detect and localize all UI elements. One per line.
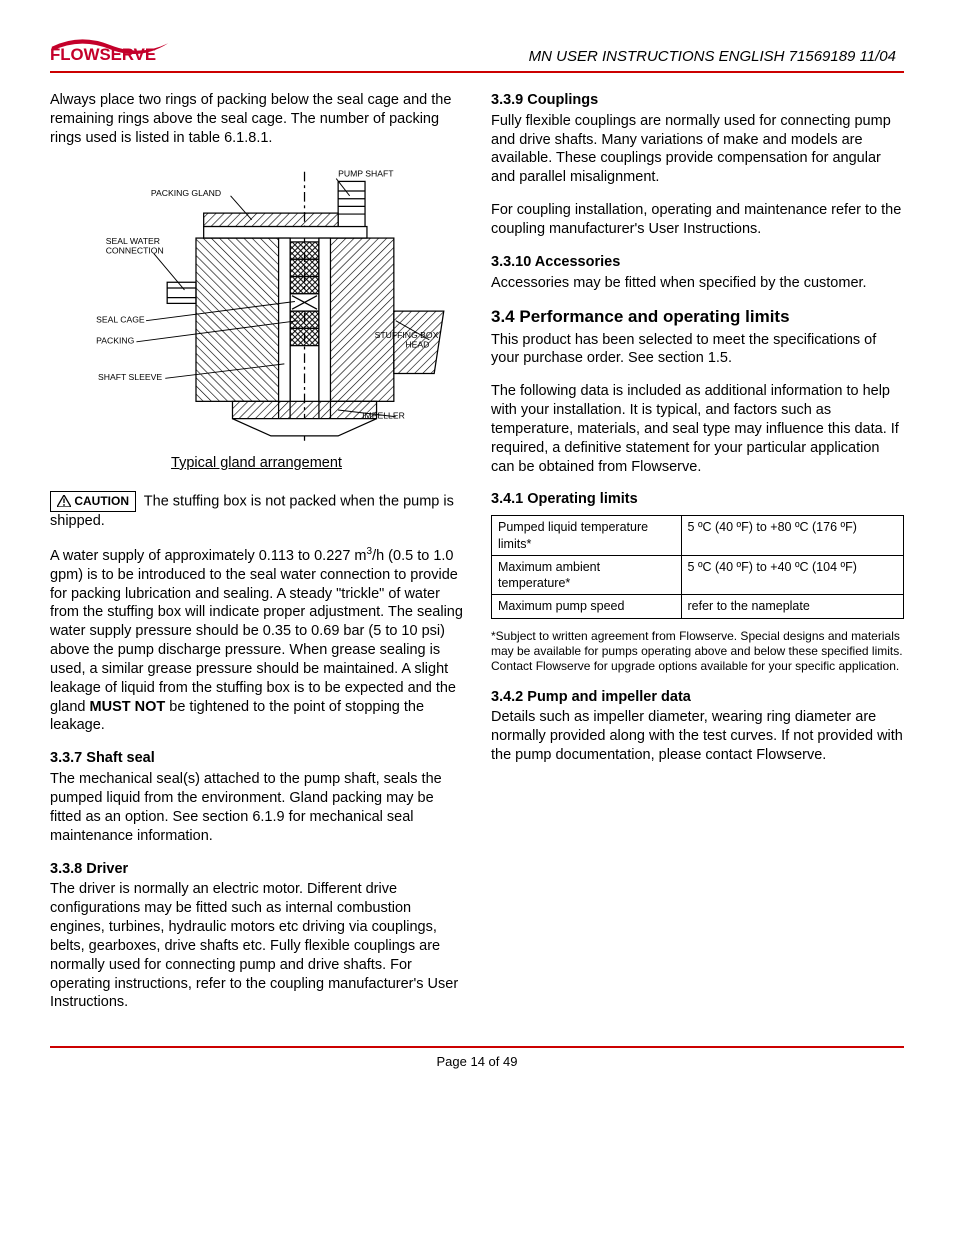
lbl-shaft-sleeve: SHAFT SLEEVE [98,373,162,383]
caution-para: CAUTION The stuffing box is not packed w… [50,491,463,531]
svg-text:SEAL WATERCONNECTION: SEAL WATERCONNECTION [106,236,164,256]
lbl-impeller: IMPELLER [362,411,405,421]
para-3-3-10: Accessories may be fitted when specified… [491,274,904,293]
page-header: FLOWSERVE MN USER INSTRUCTIONS ENGLISH 7… [50,30,904,67]
heading-3-3-9: 3.3.9 Couplings [491,91,904,110]
heading-3-4-2: 3.4.2 Pump and impeller data [491,688,904,707]
para-3-3-9b: For coupling installation, operating and… [491,201,904,239]
lbl-packing: PACKING [96,336,134,346]
lbl-seal-cage: SEAL CAGE [96,315,145,325]
flowserve-logo: FLOWSERVE [50,30,170,72]
water-supply-para: A water supply of approximately 0.113 to… [50,545,463,735]
right-column: 3.3.9 Couplings Fully flexible couplings… [491,91,904,1026]
heading-3-3-7: 3.3.7 Shaft seal [50,749,463,768]
table-footnote: *Subject to written agreement from Flows… [491,629,904,674]
logo-text: FLOWSERVE [50,45,156,64]
heading-3-3-8: 3.3.8 Driver [50,860,463,879]
para-3-4-2: Details such as impeller diameter, weari… [491,708,904,765]
page-footer: Page 14 of 49 [50,1054,904,1071]
heading-3-3-10: 3.3.10 Accessories [491,253,904,272]
para-3-4a: This product has been selected to meet t… [491,331,904,369]
operating-limits-table: Pumped liquid temperature limits* 5 ºC (… [491,515,904,618]
table-row: Pumped liquid temperature limits* 5 ºC (… [492,516,904,556]
diagram-caption: Typical gland arrangement [50,454,463,473]
left-column: Always place two rings of packing below … [50,91,463,1026]
intro-para: Always place two rings of packing below … [50,91,463,148]
lbl-pump-shaft: PUMP SHAFT [338,169,394,179]
para-3-3-8: The driver is normally an electric motor… [50,880,463,1012]
para-3-3-7: The mechanical seal(s) attached to the p… [50,770,463,845]
doc-title: MN USER INSTRUCTIONS ENGLISH 71569189 11… [170,47,904,67]
lbl-packing-gland: PACKING GLAND [151,188,221,198]
table-row: Maximum ambient temperature* 5 ºC (40 ºF… [492,555,904,595]
heading-3-4: 3.4 Performance and operating limits [491,306,904,328]
footer-rule [50,1046,904,1048]
content-columns: Always place two rings of packing below … [50,91,904,1026]
table-row: Maximum pump speed refer to the nameplat… [492,595,904,618]
caution-label: CAUTION [74,494,129,508]
caution-badge: CAUTION [50,491,136,513]
gland-arrangement-diagram: PUMP SHAFT PACKING GLAND SEAL WATERCONNE… [50,167,463,446]
para-3-4b: The following data is included as additi… [491,382,904,476]
warning-triangle-icon [57,495,71,507]
para-3-3-9a: Fully flexible couplings are normally us… [491,112,904,187]
heading-3-4-1: 3.4.1 Operating limits [491,490,904,509]
header-rule [50,71,904,73]
